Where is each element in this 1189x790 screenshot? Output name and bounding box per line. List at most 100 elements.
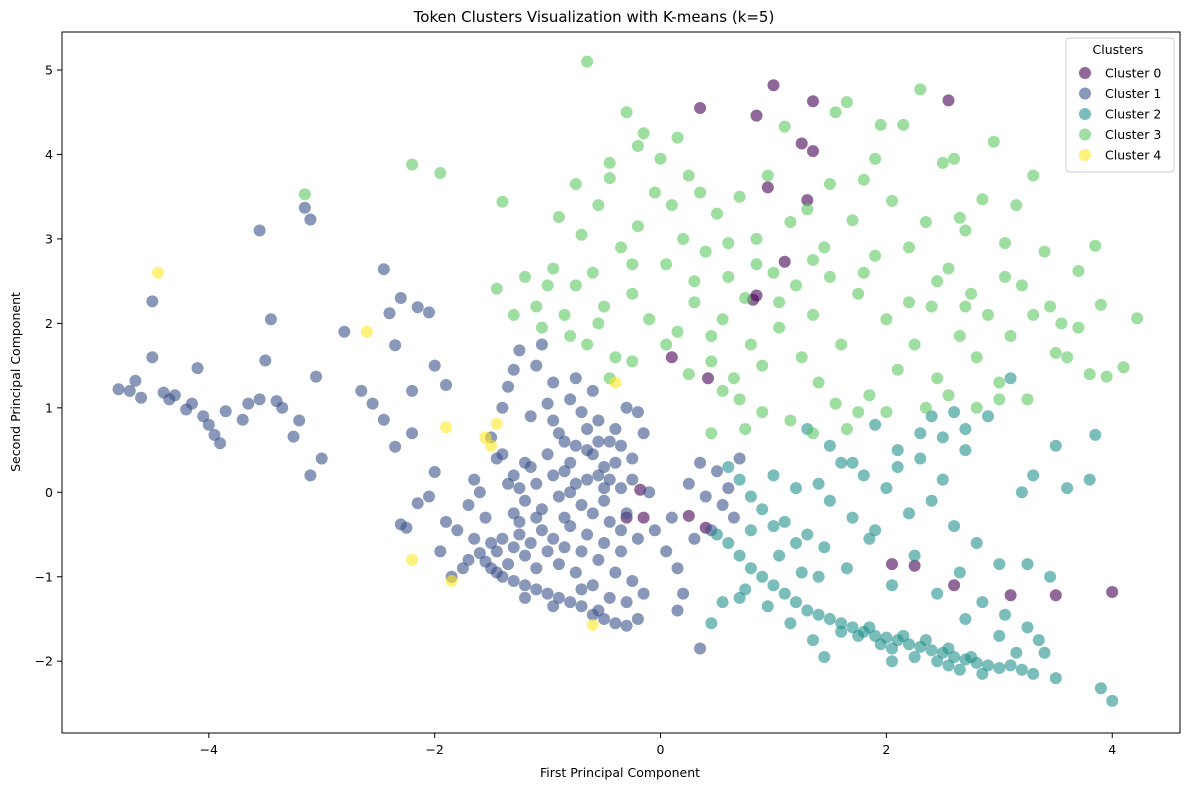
cluster-1-point (513, 344, 526, 357)
cluster-1-point (586, 579, 599, 592)
cluster-3-point (953, 211, 966, 224)
cluster-1-point (366, 397, 379, 410)
cluster-1-point (440, 379, 452, 391)
cluster-3-point (874, 118, 887, 131)
cluster-3-point (739, 292, 752, 304)
cluster-1-point (524, 410, 537, 423)
cluster-1-point (620, 401, 633, 414)
cluster-2-point (767, 469, 780, 482)
y-tick-label: −2 (35, 654, 53, 669)
cluster-3-point (660, 338, 673, 351)
cluster-3-point (581, 338, 594, 351)
cluster-1-point (626, 452, 639, 465)
cluster-3-point (857, 173, 870, 186)
cluster-1-point (671, 604, 684, 617)
cluster-1-point (586, 448, 599, 461)
cluster-1-point (733, 452, 746, 465)
cluster-3-point (575, 228, 588, 241)
cluster-2-point (835, 617, 848, 630)
cluster-2-point (976, 667, 989, 680)
cluster-2-point (953, 663, 966, 676)
cluster-3-point (863, 389, 876, 402)
cluster-2-point (931, 655, 944, 668)
cluster-0-point (807, 95, 819, 108)
legend-title: Clusters (1093, 42, 1144, 57)
cluster-3-point (733, 393, 746, 406)
cluster-1-point (423, 306, 435, 319)
cluster-1-point (564, 456, 577, 469)
cluster-3-point (852, 287, 865, 300)
y-axis: −2 −1 0 1 2 3 4 5 (35, 63, 62, 669)
cluster-1-point (558, 435, 571, 448)
cluster-2-point (711, 528, 723, 541)
cluster-1-point (513, 515, 526, 528)
cluster-1-point (253, 393, 266, 406)
cluster-2-point (1061, 482, 1074, 495)
cluster-3-point (1038, 245, 1051, 258)
cluster-2-point (886, 655, 898, 668)
cluster-3-point (970, 401, 983, 414)
cluster-1-point (609, 456, 622, 469)
y-tick-label: 3 (45, 231, 53, 246)
cluster-0-point (682, 509, 695, 522)
cluster-0-point (795, 137, 808, 150)
cluster-3-point (999, 237, 1011, 250)
cluster-0-point (1106, 586, 1119, 598)
cluster-2-point (1004, 372, 1017, 385)
cluster-3-point (569, 178, 582, 190)
cluster-2-point (1044, 570, 1057, 583)
cluster-3-point (773, 321, 786, 334)
cluster-2-point (931, 587, 944, 600)
cluster-3-point (818, 241, 831, 254)
cluster-2-point (936, 473, 949, 486)
cluster-3-point (631, 220, 644, 233)
cluster-3-point (727, 372, 740, 385)
cluster-1-point (440, 515, 452, 528)
cluster-4-point (360, 325, 373, 338)
cluster-1-point (219, 405, 232, 418)
cluster-1-point (552, 490, 565, 503)
cluster-1-point (524, 537, 537, 549)
cluster-2-point (744, 524, 757, 537)
cluster-3-point (931, 275, 944, 288)
cluster-2-point (857, 469, 870, 482)
cluster-4-point (445, 575, 458, 587)
cluster-1-point (716, 499, 729, 511)
cluster-0-point (778, 255, 791, 268)
cluster-2-point (970, 537, 983, 549)
cluster-1-point (507, 363, 520, 376)
cluster-2-point (812, 570, 825, 583)
cluster-3-point (1021, 393, 1034, 406)
cluster-1-point (665, 511, 678, 524)
cluster-2-point (761, 600, 774, 613)
cluster-2-point (807, 634, 819, 647)
cluster-1-point (496, 570, 509, 583)
x-tick-label: −2 (425, 742, 443, 757)
cluster-2-point (733, 591, 746, 604)
cluster-2-point (869, 524, 882, 537)
cluster-3-point (694, 186, 707, 199)
cluster-2-point (925, 494, 938, 507)
cluster-3-point (919, 401, 932, 414)
cluster-3-point (852, 406, 865, 419)
cluster-1-point (496, 448, 509, 461)
cluster-3-point (869, 152, 882, 165)
cluster-1-point (524, 461, 537, 473)
cluster-3-point (942, 389, 955, 402)
cluster-2-point (936, 431, 949, 444)
cluster-1-point (513, 482, 526, 495)
cluster-1-point (620, 619, 633, 632)
cluster-3-point (807, 308, 819, 321)
cluster-1-point (547, 376, 560, 389)
cluster-1-point (615, 524, 627, 537)
cluster-1-point (603, 591, 616, 604)
cluster-2-point (790, 482, 802, 495)
cluster-3-point (891, 363, 904, 376)
cluster-0-point (1049, 589, 1062, 602)
cluster-1-point (558, 541, 571, 554)
cluster-1-point (406, 384, 419, 397)
cluster-2-point (953, 566, 966, 579)
cluster-1-point (123, 384, 136, 397)
cluster-3-point (677, 232, 690, 245)
cluster-3-point (1010, 199, 1023, 212)
